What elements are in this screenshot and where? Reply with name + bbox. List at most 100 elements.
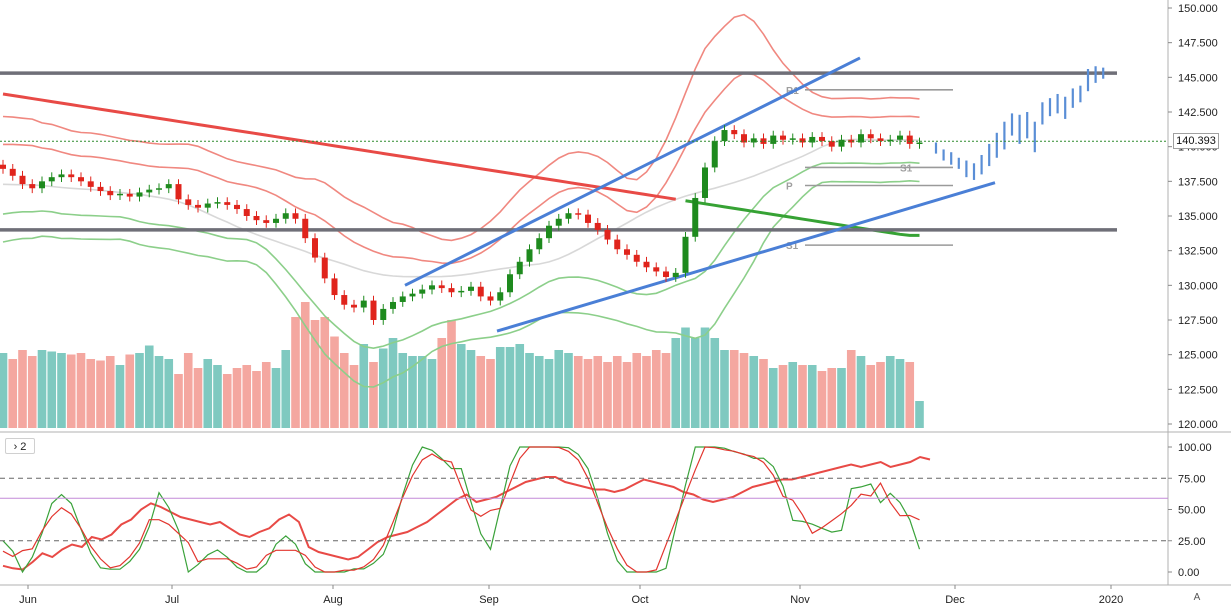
auto-scale-button[interactable]: A xyxy=(1193,592,1201,603)
volume-bar xyxy=(700,327,710,428)
volume-bar xyxy=(564,353,573,428)
volume-bar xyxy=(681,327,690,428)
volume-bar xyxy=(866,365,876,428)
volume-bar xyxy=(242,365,252,428)
candle-body xyxy=(468,286,474,291)
volume-bar xyxy=(456,344,466,428)
candle-body xyxy=(711,141,718,168)
volume-bar xyxy=(135,353,144,428)
volume-bar xyxy=(544,359,554,428)
volume-bar xyxy=(291,317,300,428)
volume-bar xyxy=(768,368,778,428)
price-tick-label: 142.500 xyxy=(1178,107,1218,119)
horizontal-levels[interactable] xyxy=(0,71,1117,232)
volume-bar xyxy=(213,365,222,428)
volume-bar xyxy=(827,368,837,428)
candle-body xyxy=(321,257,328,279)
volume-bar xyxy=(271,368,281,428)
volume-bar xyxy=(856,356,866,428)
candle-body xyxy=(682,236,689,273)
candle-body xyxy=(263,220,270,223)
candle-body xyxy=(741,134,747,143)
candle-body xyxy=(663,271,669,278)
volume-bar xyxy=(57,353,66,428)
candle-body xyxy=(702,167,708,198)
volume-bar xyxy=(261,362,271,428)
candle-body xyxy=(360,300,367,308)
volume-bar xyxy=(281,350,291,428)
indicator-bands xyxy=(2,13,920,388)
candle-body xyxy=(507,274,513,293)
volume-bar xyxy=(125,354,135,428)
candle-body xyxy=(29,184,36,189)
volume-bar xyxy=(720,350,729,428)
volume-bar xyxy=(710,338,720,428)
candle-body xyxy=(390,301,396,309)
price-tick-label: 145.000 xyxy=(1178,72,1218,84)
volume-bar xyxy=(495,347,505,428)
volume-bar xyxy=(222,374,232,428)
volume-bar xyxy=(612,356,622,428)
osc-tick-label: 100.00 xyxy=(1178,442,1212,454)
trendlines[interactable] xyxy=(404,56,996,333)
candle-body xyxy=(887,139,894,142)
candle-body xyxy=(146,189,153,193)
candle-body xyxy=(282,213,289,219)
volume-bar xyxy=(408,356,417,428)
candle-body xyxy=(594,222,601,230)
candle-body xyxy=(273,218,279,223)
candle-body xyxy=(799,138,806,143)
time-tick-label: Oct xyxy=(631,594,648,606)
volume-bar xyxy=(788,362,798,428)
price-tick-label: 135.000 xyxy=(1178,211,1218,223)
candle-body xyxy=(809,136,816,143)
volume-bar xyxy=(203,359,213,428)
candle-body xyxy=(614,239,621,250)
candle-body xyxy=(39,181,45,189)
candle-body xyxy=(575,213,582,215)
volume-bar xyxy=(554,350,564,428)
candle-body xyxy=(58,174,65,178)
volume-bar xyxy=(593,356,603,428)
candle-body xyxy=(819,136,825,142)
volume-bar xyxy=(515,344,525,428)
volume-bar xyxy=(915,401,924,428)
candle-body xyxy=(721,130,728,142)
candle-body xyxy=(351,304,357,308)
candle-body xyxy=(331,278,338,296)
volume-bar xyxy=(798,365,807,428)
volume-bar xyxy=(573,356,583,428)
volume-bar xyxy=(876,362,885,428)
price-tick-label: 130.000 xyxy=(1178,280,1218,292)
candle-body xyxy=(643,261,650,268)
volume-bar xyxy=(749,356,759,428)
time-tick-label: Sep xyxy=(479,594,499,606)
volume-bar xyxy=(300,302,310,428)
price-tick-label: 137.500 xyxy=(1178,176,1218,188)
volume-bar xyxy=(505,347,515,428)
volume-bar xyxy=(447,320,456,428)
candle-body xyxy=(117,193,123,196)
volume-bar xyxy=(47,351,57,428)
candle-body xyxy=(370,300,377,320)
volume-bar xyxy=(778,365,788,428)
volume-histogram xyxy=(0,302,924,428)
volume-bar xyxy=(661,353,671,428)
volume-bar xyxy=(671,338,681,428)
volume-bar xyxy=(320,317,330,428)
volume-bar xyxy=(603,362,612,428)
candle-body xyxy=(9,168,16,176)
oscillator-toggle-button[interactable]: › 2 xyxy=(5,438,35,454)
volume-bar xyxy=(476,356,486,428)
candle-body xyxy=(0,164,6,169)
candle-body xyxy=(848,139,855,143)
candle-body xyxy=(477,286,484,297)
osc-tick-label: 0.00 xyxy=(1178,567,1199,579)
volume-bar xyxy=(622,362,632,428)
candle-body xyxy=(867,134,874,139)
volume-bar xyxy=(905,362,915,428)
osc-tick-label: 50.00 xyxy=(1178,505,1206,517)
candle-body xyxy=(214,202,221,204)
